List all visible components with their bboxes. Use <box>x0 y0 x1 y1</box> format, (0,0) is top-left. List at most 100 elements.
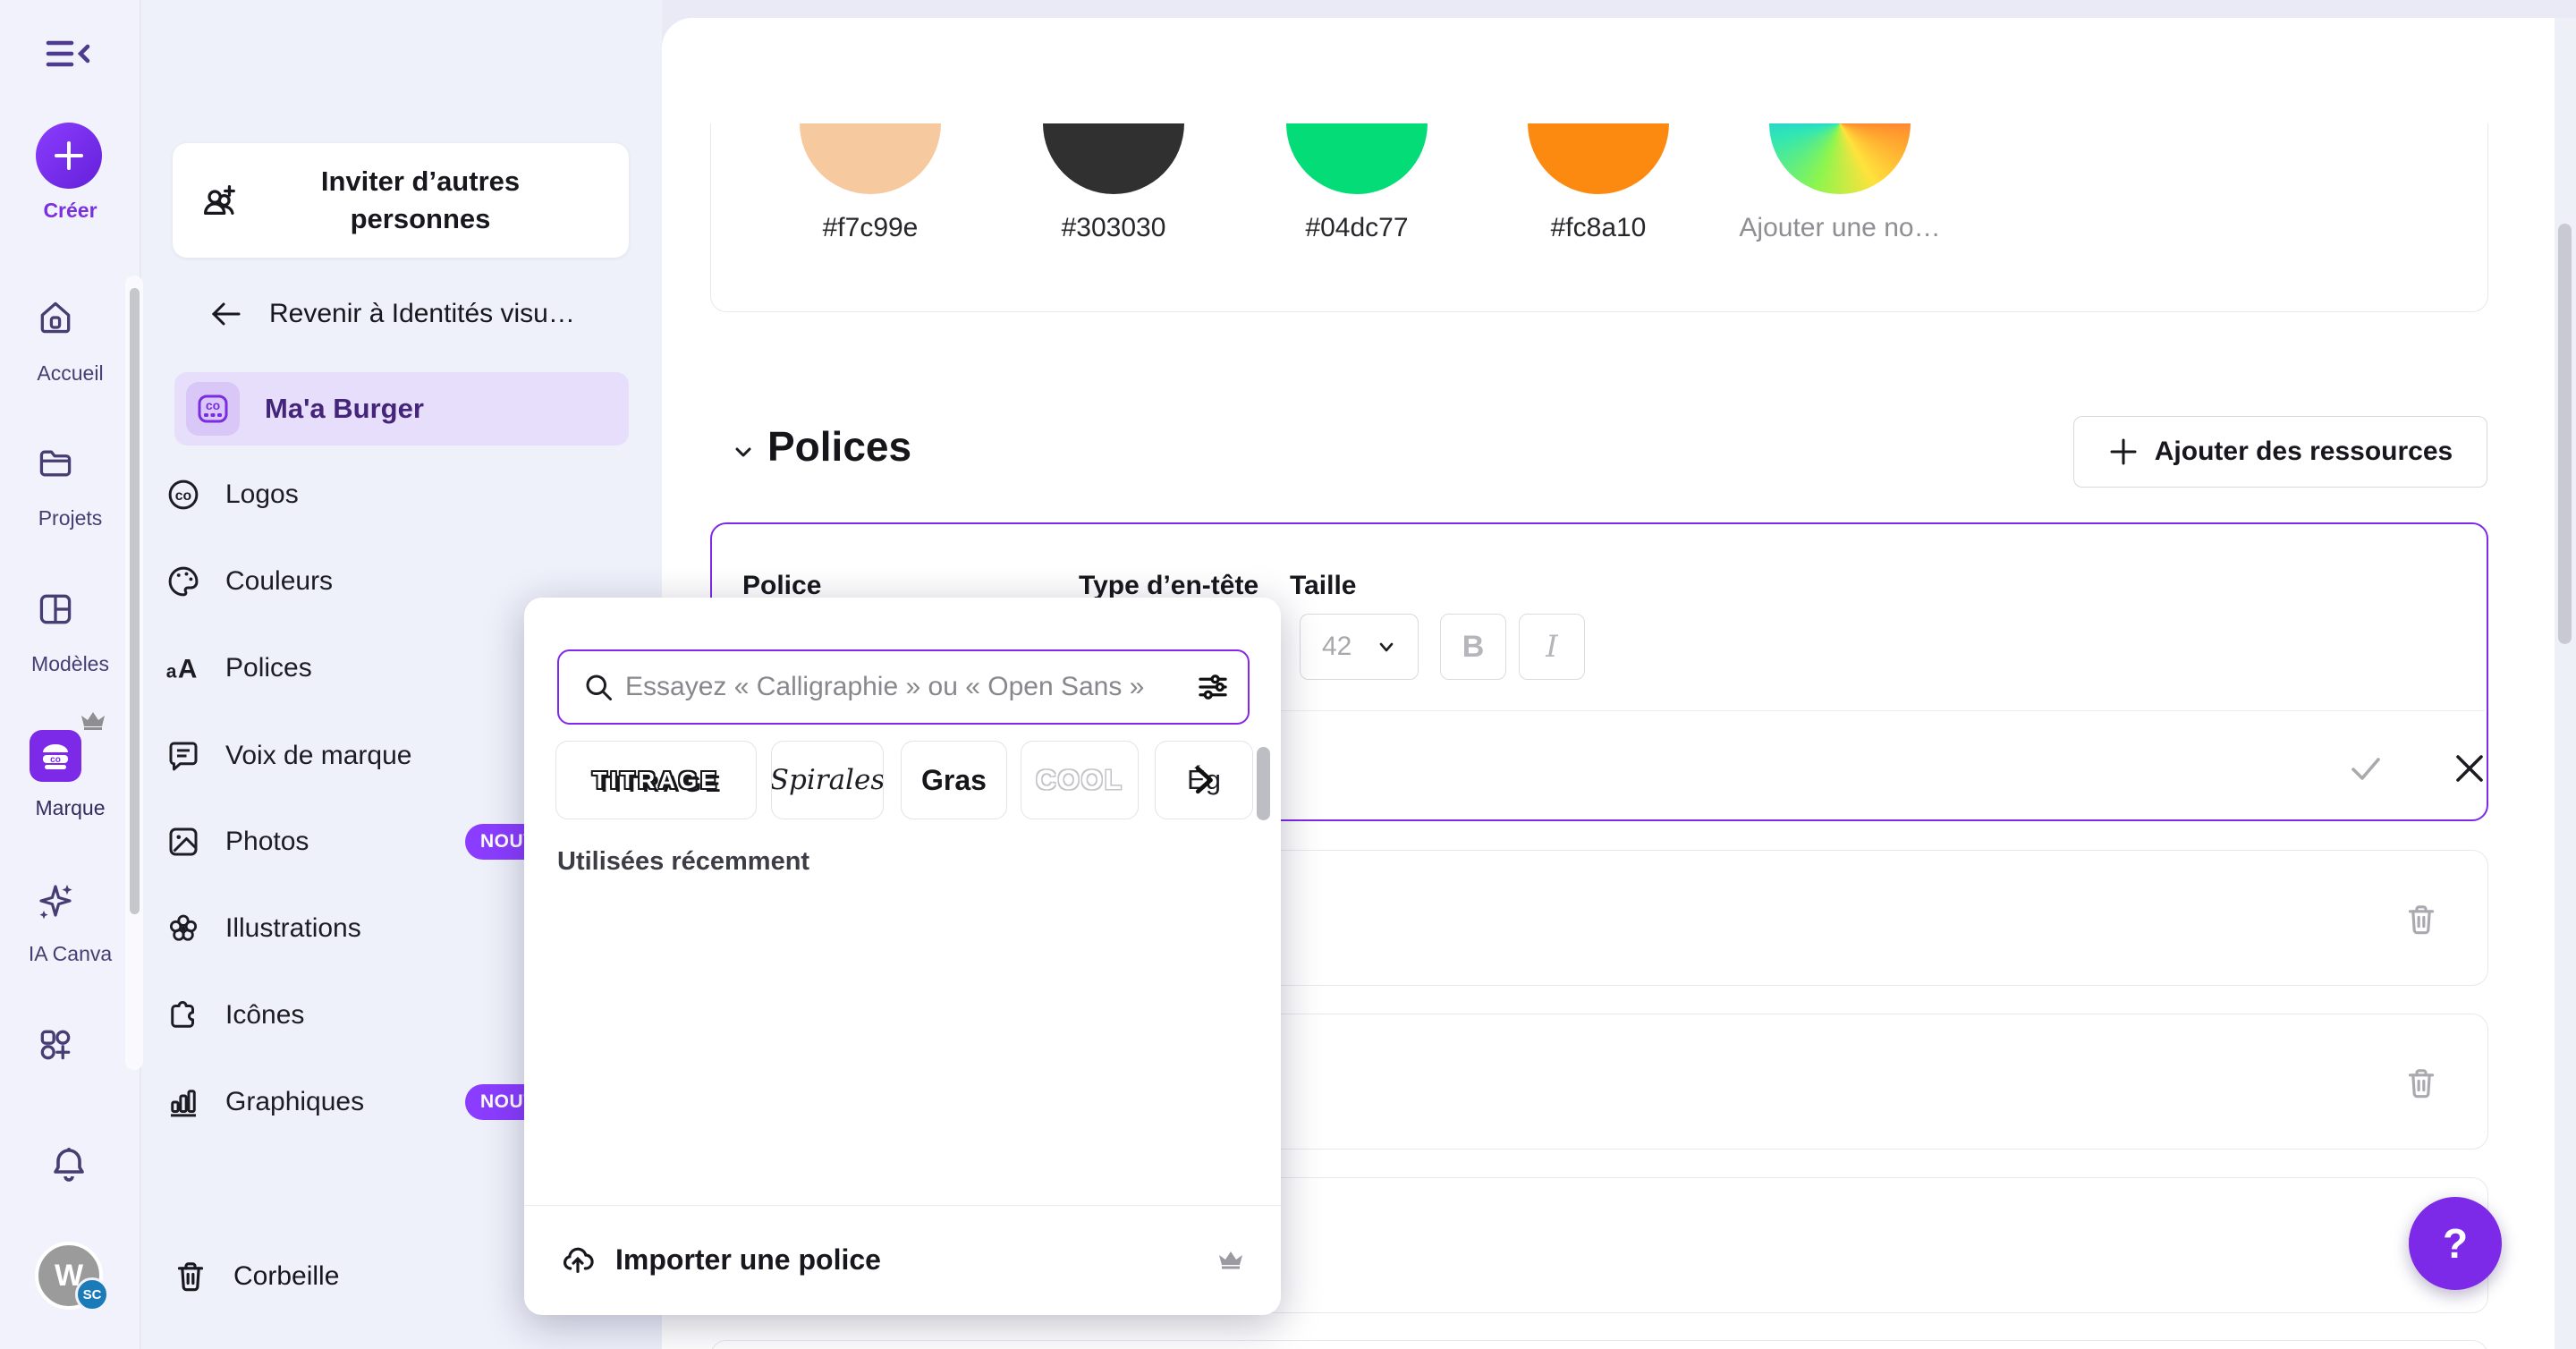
delete-font-button[interactable] <box>2403 1065 2439 1102</box>
sidebar-item-label: Voix de marque <box>225 741 412 770</box>
apps-menu-button[interactable] <box>36 1025 75 1065</box>
sidebar-item-photos[interactable]: Photos <box>141 815 571 869</box>
color-hex-label: #f7c99e <box>822 213 919 242</box>
bell-icon <box>54 1148 84 1182</box>
chevron-down-icon <box>1380 642 1394 652</box>
sidebar-item-icons[interactable]: Icônes <box>141 988 571 1042</box>
svg-text:A: A <box>178 655 198 684</box>
sidebar-item-home[interactable] <box>36 298 75 337</box>
font-style-chip-spirales[interactable]: Spirales <box>771 741 884 819</box>
chips-scroll-right-button[interactable] <box>1188 762 1218 798</box>
flower-icon <box>141 910 225 947</box>
color-swatch[interactable] <box>1043 123 1184 194</box>
delete-font-button[interactable] <box>2403 901 2439 938</box>
sidebar-item-canva-ai-label[interactable]: IA Canva <box>28 942 113 965</box>
sidebar-item-charts[interactable]: Graphiques <box>141 1075 571 1129</box>
filters-icon[interactable] <box>1194 668 1232 706</box>
import-font-button[interactable]: Importer une police <box>524 1217 1281 1302</box>
confirm-button[interactable] <box>2347 750 2385 787</box>
collapse-fonts-section[interactable] <box>732 440 755 463</box>
notifications-button[interactable] <box>47 1143 90 1186</box>
sidebar-item-logos[interactable]: co Logos <box>141 468 571 522</box>
sidebar-item-label: Photos <box>225 827 309 856</box>
fonts-section-title: Polices <box>767 423 912 470</box>
speech-bubble-icon <box>141 737 225 775</box>
sidebar-item-brand-kit[interactable]: co Ma'a Burger <box>174 372 629 445</box>
sidebar-item-brand-label[interactable]: Marque <box>35 796 106 819</box>
color-swatch[interactable] <box>1528 123 1669 194</box>
folder-icon <box>39 450 72 477</box>
rail-scrollbar-thumb[interactable] <box>130 288 140 914</box>
sidebar-item-brand[interactable]: co <box>30 730 81 782</box>
bold-button[interactable]: B <box>1440 614 1506 680</box>
trash-label: Corbeille <box>233 1261 340 1291</box>
puzzle-icon <box>141 997 225 1034</box>
font-picker-popup: TITRAGE Spirales Gras COOL Ég Utilisées … <box>524 598 1281 1315</box>
avatar-team-badge-label: SC <box>82 1286 102 1302</box>
font-row[interactable] <box>710 1340 2488 1349</box>
templates-icon <box>39 594 72 624</box>
avatar-team-badge: SC <box>75 1277 109 1311</box>
chevron-down-icon <box>735 447 751 457</box>
font-size-value: 42 <box>1322 632 1352 661</box>
create-button[interactable] <box>36 123 102 189</box>
photo-icon <box>141 823 225 861</box>
back-to-visual-identities[interactable]: Revenir à Identités visu… <box>173 291 629 337</box>
add-color-button[interactable] <box>1769 123 1911 194</box>
sidebar-item-label: Logos <box>225 479 299 509</box>
sidebar-item-label: Illustrations <box>225 913 361 943</box>
avatar[interactable]: W <box>35 1242 103 1310</box>
sidebar-item-brand-voice[interactable]: Voix de marque <box>141 729 571 783</box>
sidebar-item-label: Polices <box>225 653 312 683</box>
font-style-chip-titrage[interactable]: TITRAGE <box>555 741 757 819</box>
color-hex-label: #04dc77 <box>1305 213 1409 242</box>
sidebar-item-projects[interactable] <box>36 444 75 483</box>
recently-used-label: Utilisées récemment <box>557 847 810 876</box>
cancel-button[interactable] <box>2451 750 2488 787</box>
import-font-label: Importer une police <box>615 1243 881 1276</box>
apps-grid-icon <box>40 1030 71 1060</box>
main-scrollbar-track[interactable] <box>2555 18 2576 1349</box>
font-style-chip-eg[interactable]: Ég <box>1155 741 1253 819</box>
sidebar-item-colors[interactable]: Couleurs <box>141 555 571 608</box>
popup-divider <box>524 1205 1281 1206</box>
logos-icon: co <box>141 476 225 513</box>
invite-others-label: Inviter d’autres personnes <box>320 165 521 234</box>
check-icon <box>2351 758 2380 780</box>
upload-cloud-icon <box>563 1247 594 1273</box>
main-scrollbar-thumb[interactable] <box>2558 224 2572 644</box>
sidebar-item-label: Couleurs <box>225 566 334 596</box>
sidebar-item-templates-label[interactable]: Modèles <box>31 652 109 675</box>
close-icon <box>2456 755 2483 782</box>
svg-text:a: a <box>166 662 177 683</box>
sidebar-item-canva-ai[interactable] <box>34 879 77 922</box>
sidebar-item-templates[interactable] <box>36 590 75 629</box>
hamburger-collapse-icon <box>46 40 90 67</box>
sidebar-item-label: Icônes <box>225 1000 305 1030</box>
svg-text:co: co <box>175 488 191 504</box>
invite-others-button[interactable]: Inviter d’autres personnes <box>173 143 629 258</box>
color-swatch[interactable] <box>800 123 941 194</box>
sidebar-item-home-label[interactable]: Accueil <box>37 361 104 385</box>
brand-kit-name: Ma'a Burger <box>265 393 424 424</box>
font-search-input[interactable] <box>625 672 1194 702</box>
trash-icon <box>173 1258 208 1295</box>
italic-button[interactable]: I <box>1519 614 1585 680</box>
column-header-size: Taille <box>1290 571 1357 600</box>
popup-scrollbar-thumb[interactable] <box>1257 747 1270 820</box>
column-header-heading-type: Type d’en-tête <box>1079 571 1259 600</box>
sidebar-item-projects-label[interactable]: Projets <box>38 506 103 530</box>
add-resources-button[interactable]: Ajouter des ressources <box>2073 416 2487 488</box>
sidebar-item-trash[interactable]: Corbeille <box>173 1250 548 1303</box>
color-swatch[interactable] <box>1286 123 1428 194</box>
font-style-chip-cool[interactable]: COOL <box>1021 741 1139 819</box>
color-hex-label: #fc8a10 <box>1550 213 1647 242</box>
sidebar-item-illustrations[interactable]: Illustrations <box>141 902 571 955</box>
premium-crown-icon <box>1219 1251 1242 1269</box>
font-size-dropdown[interactable]: 42 <box>1300 614 1419 680</box>
sparkles-icon <box>39 885 72 920</box>
font-style-chip-gras[interactable]: Gras <box>901 741 1007 819</box>
help-button[interactable]: ? <box>2409 1197 2502 1290</box>
collapse-sidebar-button[interactable] <box>45 34 93 73</box>
